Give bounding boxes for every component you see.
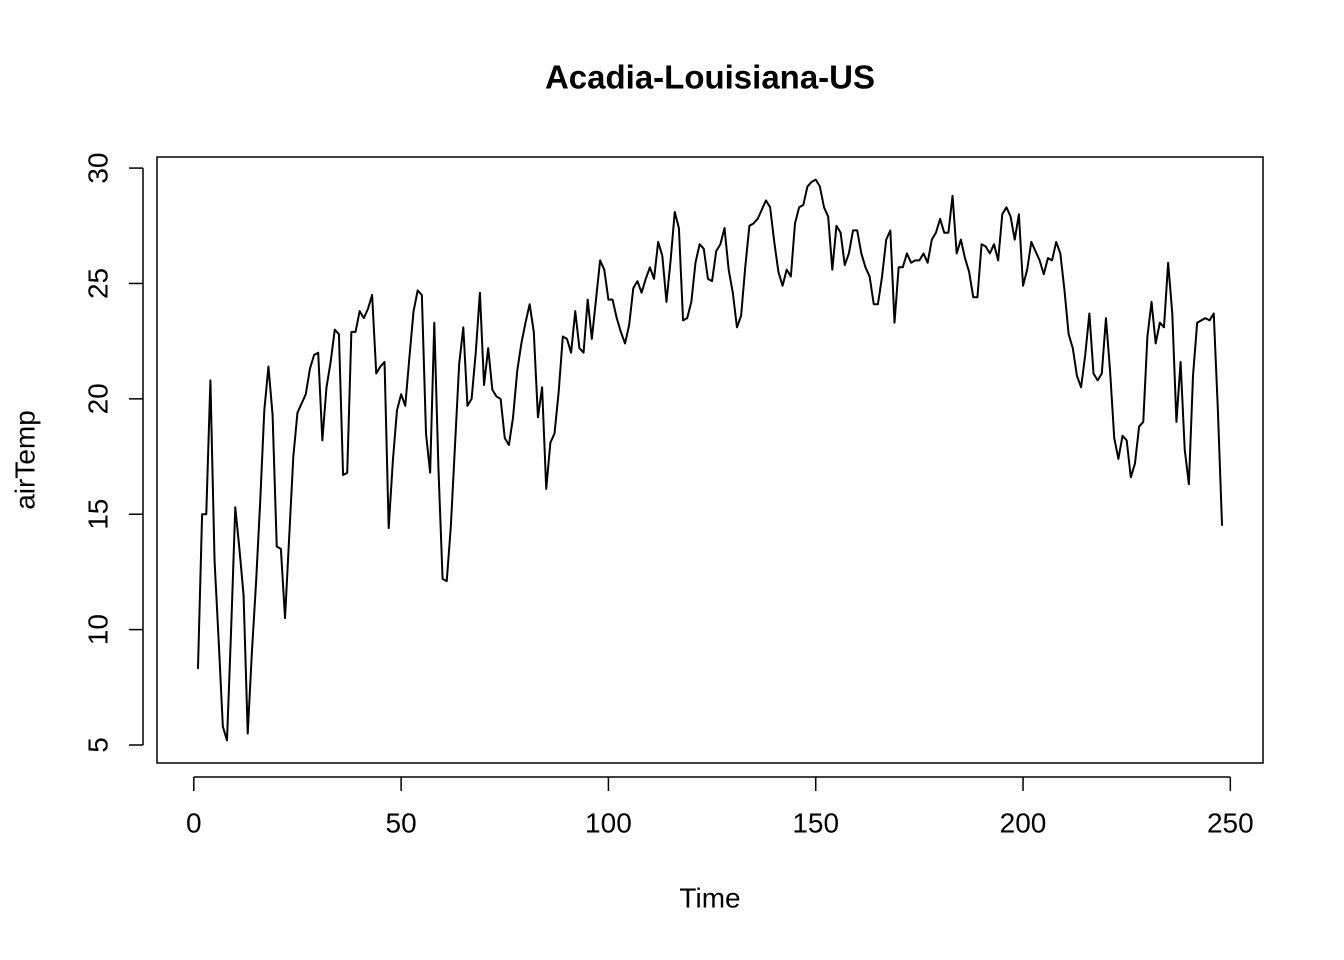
y-tick-label: 10: [82, 614, 113, 645]
x-tick-label: 150: [792, 807, 839, 838]
chart-title: Acadia-Louisiana-US: [545, 59, 875, 96]
x-tick-label: 200: [1000, 807, 1047, 838]
x-tick-label: 250: [1207, 807, 1254, 838]
y-tick-label: 30: [82, 152, 113, 183]
y-tick-label: 20: [82, 383, 113, 414]
y-axis-label: airTemp: [9, 410, 40, 510]
x-tick-label: 100: [585, 807, 632, 838]
x-tick-label: 0: [186, 807, 202, 838]
y-tick-label: 25: [82, 268, 113, 299]
y-tick-label: 15: [82, 499, 113, 530]
x-tick-label: 50: [386, 807, 417, 838]
x-axis-label: Time: [679, 882, 740, 913]
data-line: [196, 178, 1224, 742]
y-tick-label: 5: [82, 737, 113, 753]
plot-frame: [156, 156, 1264, 764]
